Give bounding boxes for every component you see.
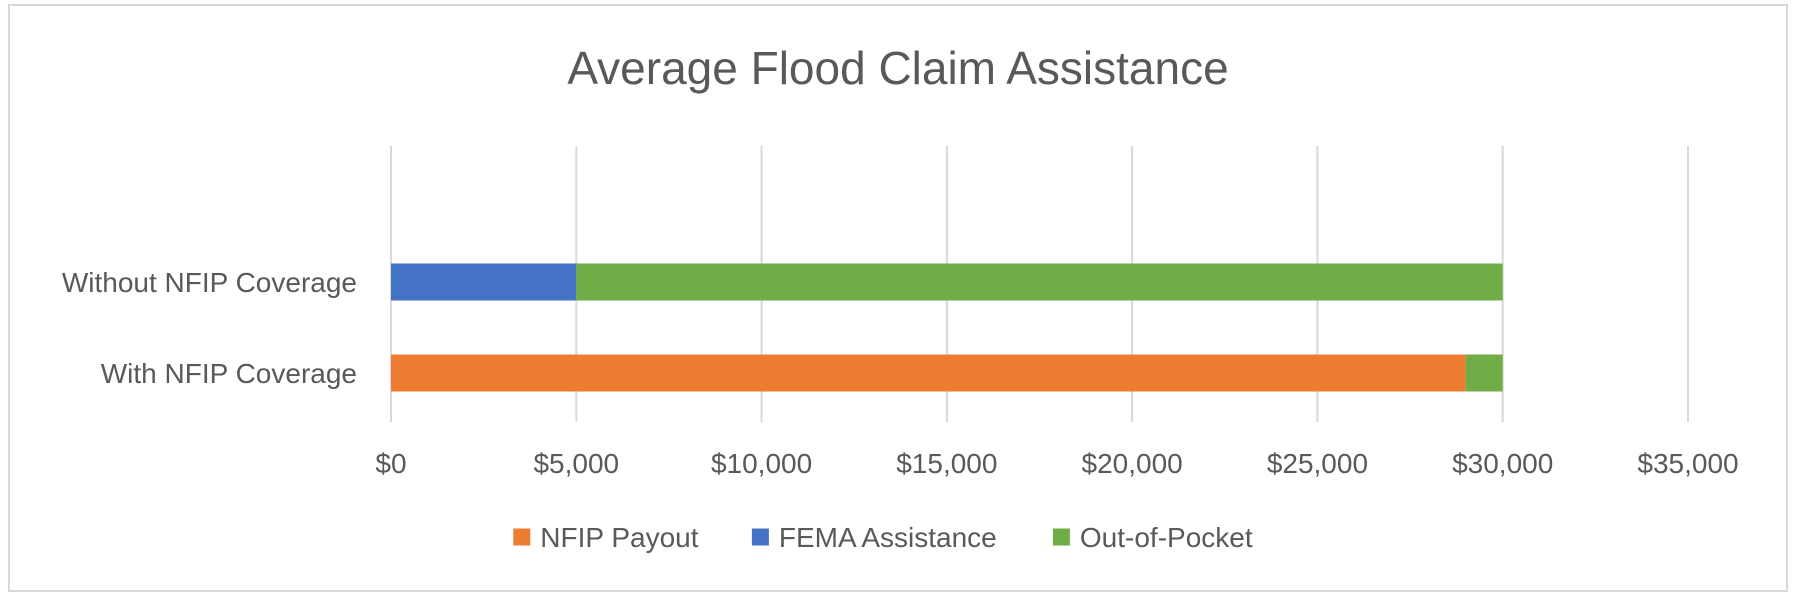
value-axis: $0 $5,000 $10,000 $15,000 $20,000 $25,000 $30,…	[375, 448, 1738, 479]
legend-label: FEMA Assistance	[779, 522, 997, 553]
bar-fema-assistance-0	[391, 263, 577, 301]
x-tick-label: $30,000	[1452, 448, 1553, 479]
category-label: With NFIP Coverage	[101, 358, 357, 389]
legend-swatch	[751, 528, 769, 546]
legend-item: FEMA Assistance	[751, 522, 997, 553]
legend-item: Out-of-Pocket	[1052, 522, 1253, 553]
bars	[391, 263, 1503, 392]
x-tick-label: $10,000	[711, 448, 812, 479]
legend-item: NFIP Payout	[513, 522, 699, 553]
x-tick-label: $0	[375, 448, 406, 479]
x-tick-label: $15,000	[896, 448, 997, 479]
x-tick-label: $25,000	[1267, 448, 1368, 479]
category-label: Without NFIP Coverage	[62, 267, 357, 298]
bar-out-of-pocket-0	[576, 263, 1503, 301]
x-tick-label: $20,000	[1082, 448, 1183, 479]
legend-label: NFIP Payout	[540, 522, 698, 553]
x-tick-label: $5,000	[533, 448, 619, 479]
bar-nfip-payout-1	[391, 354, 1466, 392]
category-axis: Without NFIP Coverage With NFIP Coverage	[62, 267, 357, 389]
legend-label: Out-of-Pocket	[1080, 522, 1253, 553]
legend-swatch	[1052, 528, 1070, 546]
legend: NFIP Payout FEMA Assistance Out-of-Pocket	[513, 522, 1253, 553]
chart-title: Average Flood Claim Assistance	[567, 42, 1228, 94]
legend-swatch	[513, 528, 531, 546]
bar-out-of-pocket-1	[1465, 354, 1503, 392]
x-tick-label: $35,000	[1637, 448, 1738, 479]
